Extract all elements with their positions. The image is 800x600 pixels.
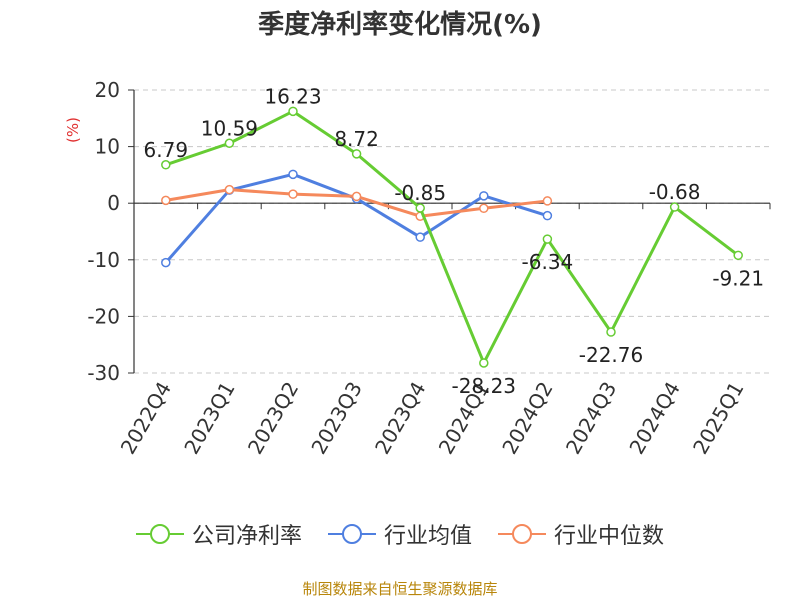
legend-label: 行业均值	[383, 524, 472, 549]
data-point	[542, 196, 553, 206]
series-line	[164, 172, 548, 264]
data-point	[415, 203, 425, 213]
data-label: -6.34	[522, 250, 574, 274]
data-label: -0.85	[394, 181, 446, 205]
legend-marker-icon	[327, 522, 376, 546]
x-tick-label: 2023Q3	[306, 378, 366, 459]
y-tick-label: 0	[107, 191, 120, 215]
legend-item[interactable]: 行业中位数	[498, 518, 664, 550]
data-point	[288, 106, 298, 117]
data-label: -9.21	[712, 266, 764, 290]
legend-label: 行业中位数	[554, 524, 665, 549]
x-tick-label: 2023Q4	[370, 378, 430, 459]
data-label: -28.23	[452, 374, 516, 398]
data-point	[351, 191, 362, 202]
legend-item[interactable]: 行业均值	[327, 518, 472, 550]
legend-marker-icon	[498, 522, 546, 546]
data-point	[415, 232, 425, 242]
data-label: 6.79	[144, 138, 189, 162]
data-point	[288, 189, 298, 199]
data-point	[288, 169, 298, 180]
data-point	[606, 327, 616, 337]
x-tick-label: 2022Q4	[116, 378, 176, 459]
legend-item[interactable]: 公司净利率	[135, 518, 302, 550]
data-label: -0.68	[649, 180, 701, 204]
y-tick-label: -30	[87, 361, 120, 385]
legend-marker-icon	[135, 522, 184, 546]
series-line	[165, 109, 740, 365]
data-point	[161, 160, 171, 170]
data-point	[542, 234, 553, 244]
x-tick-label: 2024Q3	[561, 378, 621, 459]
data-label: 16.23	[264, 84, 321, 108]
data-label: -22.76	[579, 343, 643, 367]
y-axis-label: (%)	[64, 117, 82, 143]
data-point	[161, 195, 171, 206]
data-point	[479, 191, 489, 201]
data-point	[161, 257, 171, 268]
source-note: 制图数据来自恒生聚源数据库	[302, 580, 498, 598]
chart-title: 季度净利率变化情况(%)	[258, 10, 542, 40]
data-label: 10.59	[201, 116, 258, 140]
data-label: 8.72	[334, 127, 379, 151]
y-tick-label: 20	[95, 78, 120, 102]
y-tick-label: 10	[95, 135, 120, 159]
data-point	[479, 203, 489, 214]
x-tick-label: 2023Q1	[179, 378, 239, 459]
data-point	[733, 250, 743, 261]
data-point	[351, 149, 362, 159]
x-tick-label: 2024Q4	[624, 378, 684, 459]
data-point	[542, 210, 553, 221]
y-tick-label: -10	[87, 248, 120, 272]
data-point	[224, 138, 235, 149]
x-tick-label: 2025Q1	[688, 378, 748, 459]
data-point	[224, 184, 235, 195]
data-point	[479, 358, 489, 368]
legend-label: 公司净利率	[191, 524, 302, 549]
y-tick-label: -20	[87, 304, 120, 328]
x-tick-label: 2023Q2	[243, 378, 303, 459]
legend: 公司净利率 行业均值 行业中位数	[0, 518, 800, 550]
data-point	[669, 202, 680, 212]
